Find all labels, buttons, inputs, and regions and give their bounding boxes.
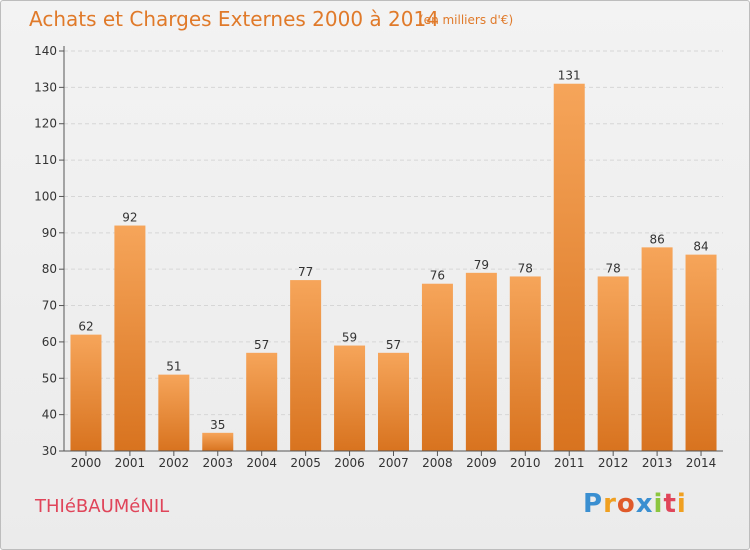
bar	[290, 280, 322, 451]
x-tick-label: 2014	[686, 456, 717, 470]
bar-value-label: 79	[474, 258, 489, 272]
bar-value-label: 78	[606, 261, 621, 275]
x-tick-label: 2000	[71, 456, 102, 470]
y-tick-label: 60	[42, 335, 57, 349]
y-tick-label: 90	[42, 226, 57, 240]
chart-title: Achats et Charges Externes 2000 à 2014	[29, 7, 439, 31]
bar	[202, 432, 234, 451]
logo-letter: t	[663, 489, 677, 519]
axes	[59, 46, 723, 456]
y-tick-label: 140	[34, 44, 57, 58]
y-tick-label: 70	[42, 299, 57, 313]
bar-value-label: 131	[558, 69, 581, 83]
bar	[465, 272, 497, 451]
bar-value-label: 84	[693, 240, 708, 254]
y-tick-label: 120	[34, 117, 57, 131]
chart-subtitle: (en milliers d'€)	[419, 13, 514, 27]
x-tick-label: 2001	[115, 456, 146, 470]
y-tick-label: 30	[42, 444, 57, 458]
bar-value-label: 57	[254, 338, 269, 352]
labels: 30 40 50 60 70 80 90 100 110 120 130 140 62 2000 92 200…	[34, 44, 716, 470]
bar-value-label: 35	[210, 418, 225, 432]
x-tick-label: 2010	[510, 456, 541, 470]
bar-value-label: 77	[298, 265, 313, 279]
bar-value-label: 78	[518, 261, 533, 275]
logo-letter: x	[635, 489, 654, 519]
commune-name: THIéBAUMéNIL	[35, 496, 170, 517]
bar	[70, 334, 102, 451]
x-tick-label: 2006	[334, 456, 365, 470]
y-tick-label: 100	[34, 189, 57, 203]
bar-value-label: 59	[342, 331, 357, 345]
y-tick-label: 110	[34, 153, 57, 167]
proxiti-logo: Proxiti	[583, 489, 687, 519]
bar	[597, 276, 629, 451]
bar-value-label: 76	[430, 269, 445, 283]
logo-letter: i	[676, 489, 687, 519]
logo-letter: o	[616, 489, 636, 519]
x-tick-label: 2007	[378, 456, 409, 470]
bar	[158, 374, 190, 451]
logo-letter: P	[583, 489, 604, 519]
bar-value-label: 86	[649, 232, 664, 246]
x-tick-label: 2008	[422, 456, 453, 470]
bar-value-label: 62	[78, 320, 93, 334]
bar-value-label: 57	[386, 338, 401, 352]
x-tick-label: 2013	[642, 456, 673, 470]
bars	[70, 83, 717, 452]
bar-value-label: 92	[122, 211, 137, 225]
x-tick-label: 2012	[598, 456, 629, 470]
bar-value-label: 51	[166, 360, 181, 374]
logo-letter: r	[603, 489, 617, 519]
bar	[114, 225, 146, 451]
bar	[553, 83, 585, 452]
logo-letter: i	[653, 489, 664, 519]
bar	[641, 247, 673, 451]
x-tick-label: 2004	[246, 456, 277, 470]
bar	[334, 345, 366, 451]
bar	[685, 254, 717, 451]
bar	[246, 352, 278, 451]
x-tick-label: 2003	[202, 456, 233, 470]
y-tick-label: 80	[42, 262, 57, 276]
x-tick-label: 2011	[554, 456, 585, 470]
x-tick-label: 2005	[290, 456, 321, 470]
y-tick-label: 50	[42, 371, 57, 385]
bar	[378, 352, 409, 451]
y-tick-label: 40	[42, 408, 57, 422]
x-tick-label: 2009	[466, 456, 497, 470]
bar	[421, 283, 453, 451]
y-tick-label: 130	[34, 80, 57, 94]
bar	[509, 276, 541, 451]
x-tick-label: 2002	[159, 456, 190, 470]
